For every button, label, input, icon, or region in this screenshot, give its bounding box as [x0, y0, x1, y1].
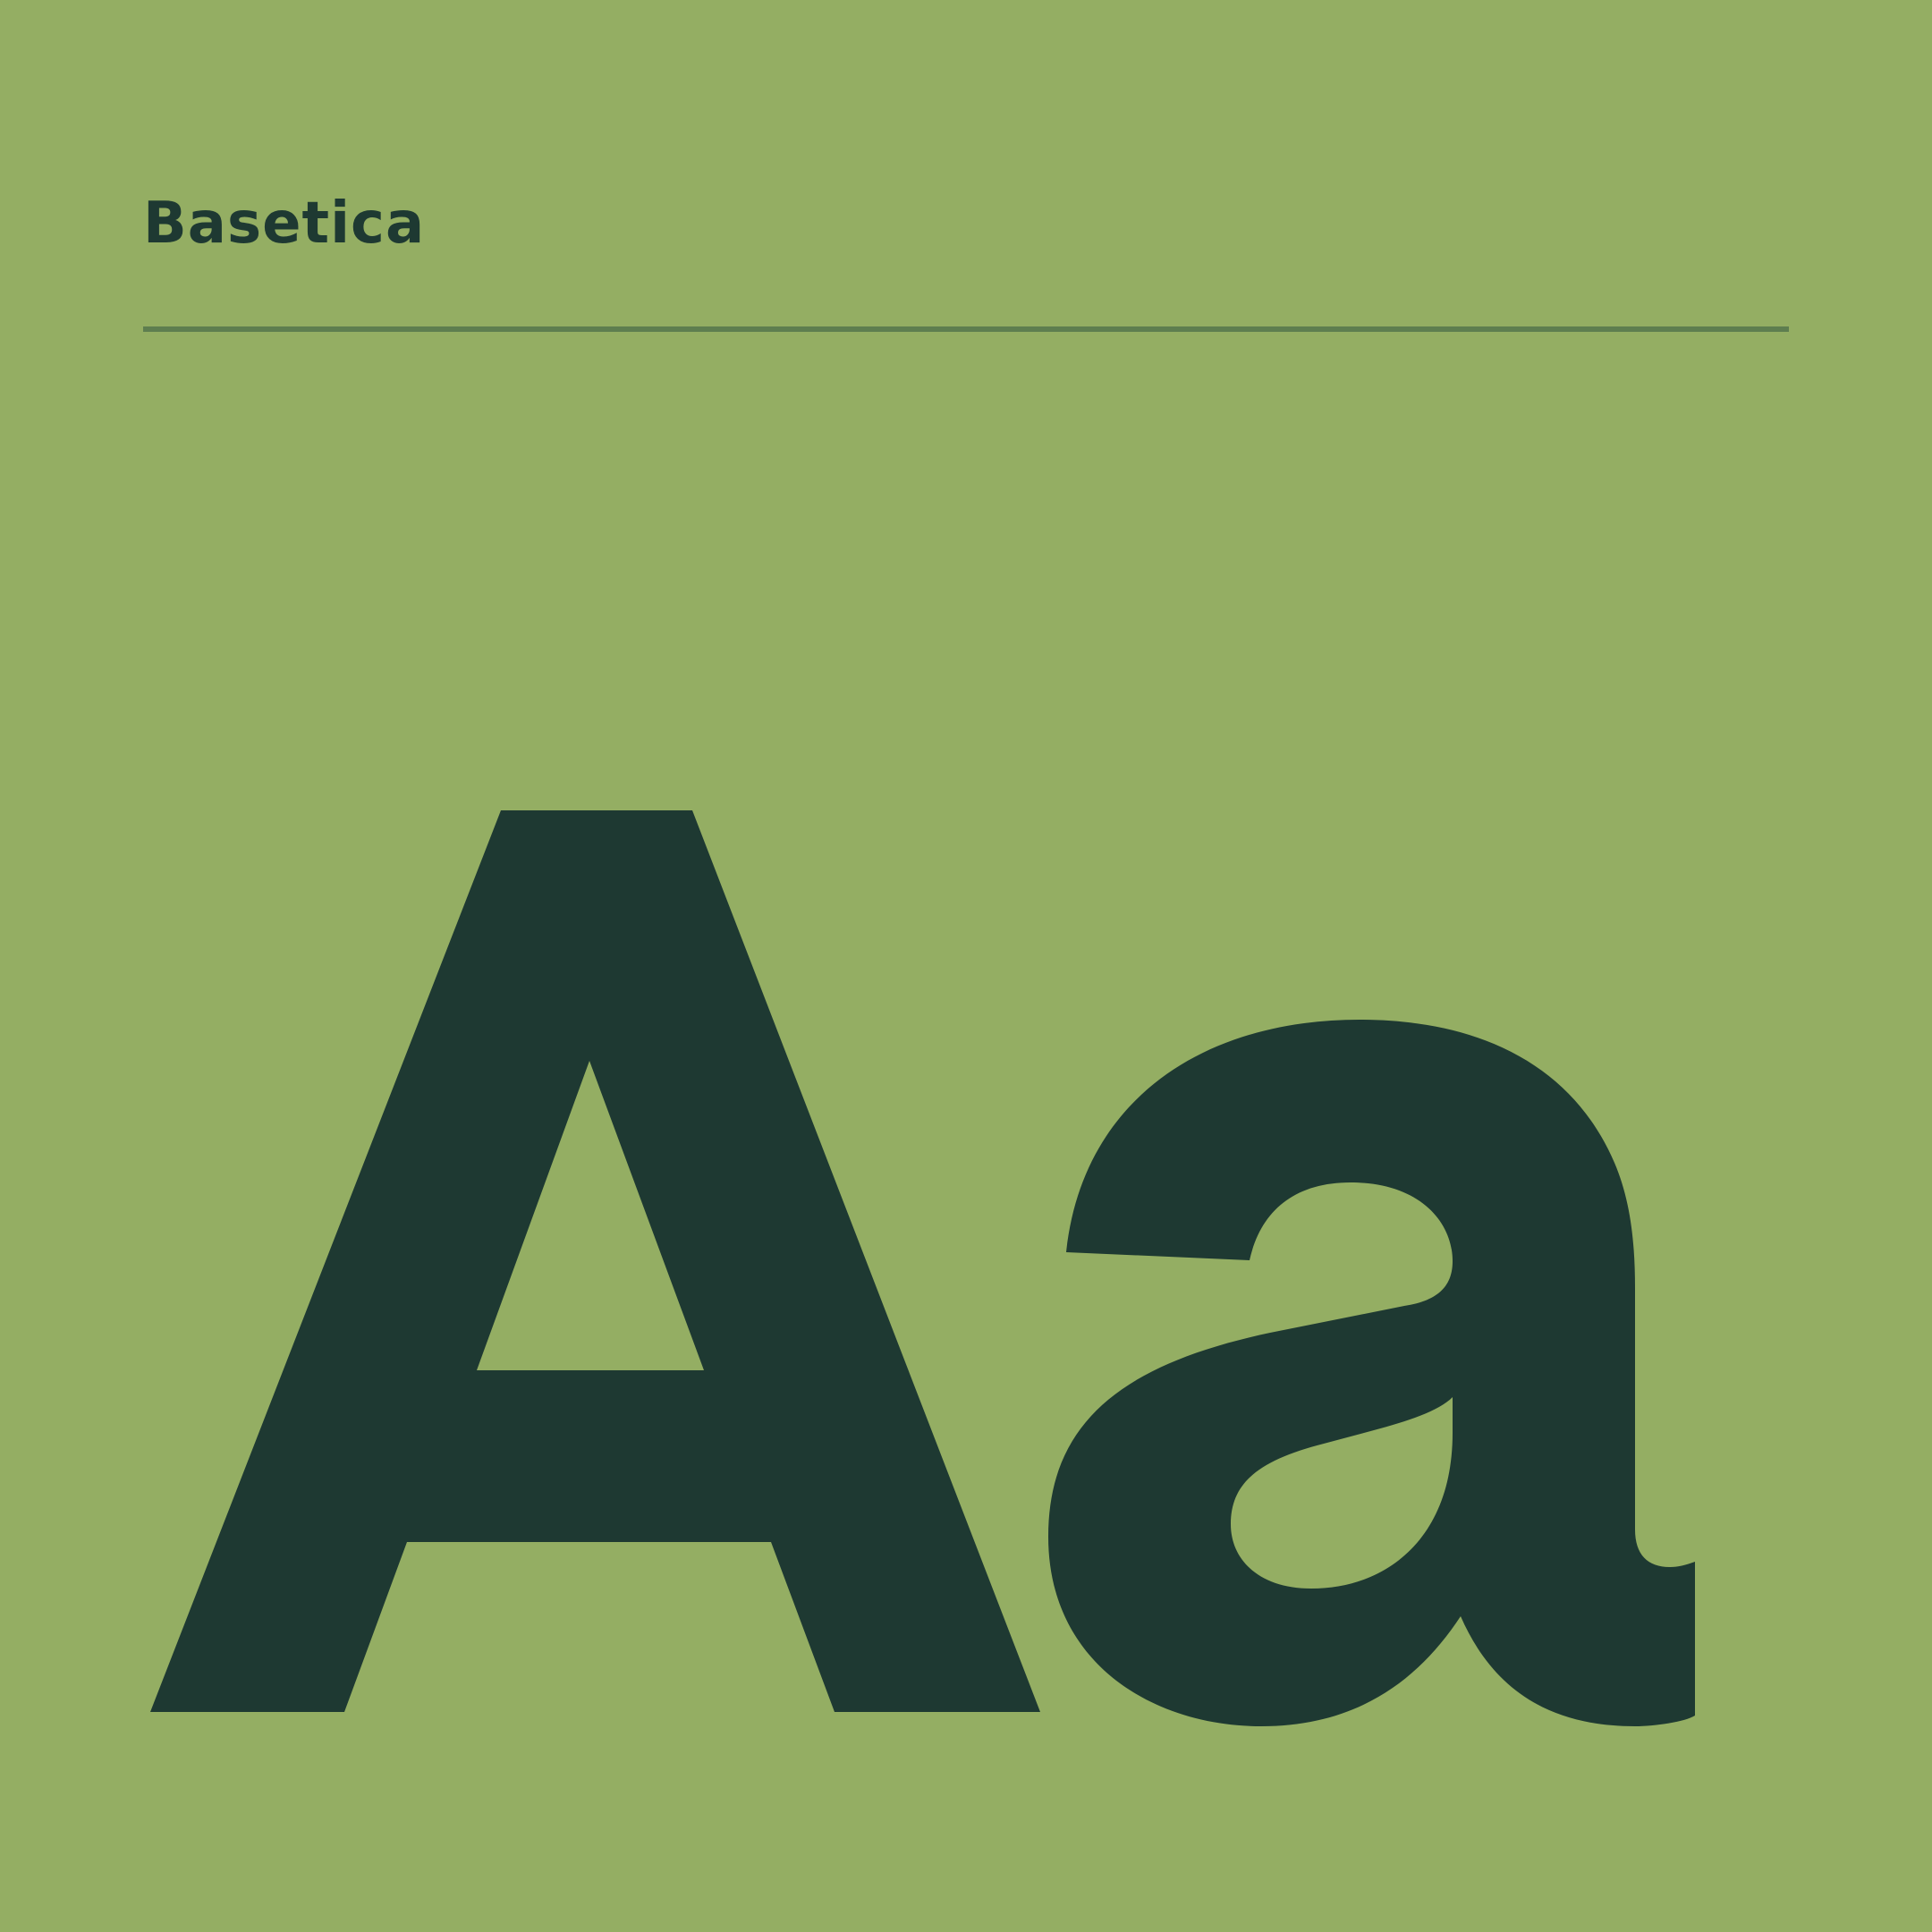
glyph-capital-A: [150, 810, 1040, 1712]
font-name-title: Basetica: [143, 191, 426, 257]
glyph-lowercase-a: [1048, 1020, 1695, 1726]
divider-line: [143, 326, 1789, 332]
